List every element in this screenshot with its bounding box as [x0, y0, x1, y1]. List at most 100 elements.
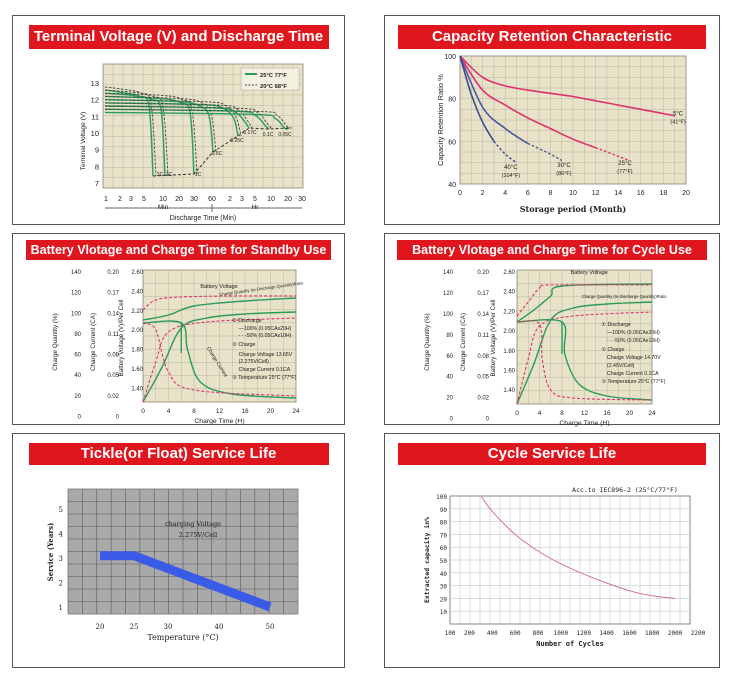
x-tick-label: 5	[142, 196, 146, 203]
x-tick-label: 800	[533, 630, 544, 637]
series-label-sub: (41°F)	[670, 120, 686, 126]
terminal-voltage-chart: 13121110987Terminal Voltage (V)1 2 3 5 10 20 3…	[13, 16, 346, 226]
x-tick-label: 0	[141, 408, 145, 415]
x-tick-label: 20	[682, 190, 690, 197]
x-tick-label: 16	[603, 410, 611, 417]
curve-label: 3C	[157, 172, 164, 178]
standby-chart: 1401201008060402000.200.170.140.110.080.…	[13, 234, 346, 426]
y-tick-label: 5	[59, 506, 63, 514]
x-tick-label: 8	[548, 190, 552, 197]
note-line: ③ Temperature 25°C (77°F)	[232, 375, 296, 381]
x-tick-label: 30	[298, 196, 306, 203]
y3-tick-label: 1.40	[503, 388, 515, 394]
x-tick-label: 3	[129, 196, 133, 203]
x-tick-label: 1000	[554, 630, 569, 637]
y-tick-label: 1	[59, 604, 63, 612]
y2-tick-label: 0	[486, 417, 490, 423]
x-axis-label: Storage period (Month)	[520, 204, 627, 214]
annotation-cell-voltage: 2.275V/Cell	[179, 531, 217, 539]
x-tick-label: 1800	[645, 630, 660, 637]
y3-tick-label: 1.80	[503, 349, 515, 355]
x-axis-label: Charge Time (H)	[559, 420, 609, 427]
x-tick-label: 3	[240, 196, 244, 203]
y-axis-label: Extracted capacity in%	[423, 517, 431, 603]
y-tick-label: 10	[91, 129, 99, 138]
x-tick-label: 16	[241, 408, 249, 415]
x-tick-label: 40	[215, 623, 224, 631]
x-tick-label: 30	[190, 196, 198, 203]
x-tick-label: 2000	[668, 630, 683, 637]
cycle-life-panel: Cycle Service Life 100 200 400 600 800 1000 12…	[384, 433, 720, 668]
y1-tick-label: 0	[78, 414, 82, 420]
x-tick-label: 1	[104, 196, 108, 203]
note-charge-quantity: Charge Quantity (to-Discharge Quantity)R…	[582, 294, 667, 299]
y-axis-label: Capacity Retention Ratio %	[436, 74, 445, 166]
y-tick-label: 10	[440, 609, 448, 616]
capacity-retention-panel: Capacity Retention Characteristic 0 2 4 6 8 1…	[384, 15, 720, 225]
standard-note: Acc.to IEC896-2 (25°C/77°F)	[572, 486, 678, 494]
note-line: ③ Temperature 25°C (77°F)	[601, 379, 665, 385]
y-tick-label: 30	[440, 584, 448, 591]
y1-tick-label: 40	[74, 373, 81, 379]
y-tick-label: 40	[440, 571, 448, 578]
y3-axis-label: Battery Voltage (V)/Per Cell	[118, 300, 125, 377]
note-line: (2.275V/Cell)	[239, 359, 270, 365]
terminal-voltage-panel: Terminal Voltage (V) and Discharge Time …	[12, 15, 345, 225]
x-tick-label: 10	[159, 196, 167, 203]
note-line: —100% (0.05CAx20H)	[607, 330, 660, 336]
x-axis-label: Number of Cycles	[536, 640, 603, 648]
x-tick-label: 20	[175, 196, 183, 203]
y1-axis-label: Charge Quantity (%)	[424, 313, 431, 370]
curve-label: 0.05C	[278, 132, 292, 138]
x-tick-label: 100	[445, 630, 456, 637]
y3-tick-label: 2.20	[503, 309, 515, 315]
series-label: 25°C	[618, 161, 632, 167]
y3-tick-label: 2.00	[503, 329, 515, 335]
x-tick-label: 2	[118, 196, 122, 203]
legend-label-20c: 20°C 68°F	[260, 84, 287, 90]
x-tick-label: 600	[510, 630, 521, 637]
y-tick-label: 7	[95, 179, 99, 188]
y3-tick-label: 2.60	[131, 270, 143, 276]
y3-tick-label: 1.60	[503, 369, 515, 375]
y2-tick-label: 0.05	[477, 375, 489, 381]
y2-tick-label: 0.20	[107, 270, 119, 276]
y2-axis-label: Charge Current (CA)	[90, 313, 97, 371]
note-line: (2.45V/Cell)	[607, 363, 635, 369]
y1-tick-label: 60	[446, 354, 453, 360]
series-label-sub: (77°F)	[617, 169, 633, 175]
x-tick-label: 18	[660, 190, 668, 197]
x-tick-label: 2200	[691, 630, 706, 637]
y-tick-label: 80	[440, 520, 448, 527]
curve-label: 0.17C	[243, 130, 257, 136]
series-label-sub: (86°F)	[556, 171, 572, 177]
y3-tick-label: 2.60	[503, 270, 515, 276]
note-line: ① Discharge	[601, 322, 631, 328]
y-tick-label: 60	[440, 545, 448, 552]
y1-tick-label: 120	[443, 291, 454, 297]
standby-panel: Battery Vlotage and Charge Time for Stan…	[12, 233, 345, 425]
x-axis-label: Charge Time (H)	[194, 418, 244, 425]
x-tick-label: 60	[208, 196, 216, 203]
x-tick-label: 14	[614, 190, 622, 197]
note-line: - - -50% (0.05CAx10H)	[239, 333, 292, 339]
x-tick-label: 8	[192, 408, 196, 415]
y-tick-label: 40	[448, 182, 456, 189]
x-tick-label: 4	[538, 410, 542, 417]
y-tick-label: 9	[95, 146, 99, 155]
x-tick-label: 25	[130, 623, 139, 631]
note-line: Charge Voltage 13.65V	[239, 352, 293, 358]
y-tick-label: 70	[440, 532, 448, 539]
y1-tick-label: 100	[443, 312, 454, 318]
series-label: 30°C	[557, 163, 571, 169]
x-tick-label: 20	[284, 196, 292, 203]
y3-tick-label: 2.40	[503, 290, 515, 296]
note-line: ② Charge	[601, 347, 624, 353]
y3-tick-label: 1.40	[131, 386, 143, 392]
x-tick-label: 8	[560, 410, 564, 417]
y-tick-label: 11	[91, 112, 99, 121]
x-tick-label: 20	[626, 410, 634, 417]
annotation-charging-voltage: charging Voltage	[165, 520, 221, 528]
y-tick-label: 100	[444, 54, 456, 61]
x-tick-label: 30	[164, 623, 173, 631]
